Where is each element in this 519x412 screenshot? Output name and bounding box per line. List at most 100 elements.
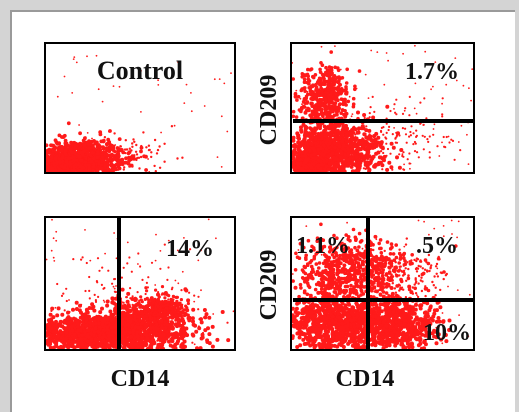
event-dot [66, 325, 71, 330]
event-dot [371, 115, 376, 120]
event-dot [441, 102, 443, 105]
event-dot [301, 103, 303, 106]
event-dot [393, 108, 395, 110]
event-dot [330, 144, 333, 147]
event-dot [332, 155, 336, 160]
event-dot [61, 345, 66, 350]
event-dot [373, 146, 376, 149]
event-dot [60, 155, 65, 160]
event-dot [415, 134, 418, 137]
event-dot [226, 338, 231, 343]
event-dot [157, 84, 160, 86]
event-dot [340, 164, 345, 169]
event-dot [116, 162, 121, 167]
event-dot [408, 95, 411, 98]
event-dot [344, 92, 349, 96]
event-dot [140, 70, 142, 72]
event-dot [324, 65, 328, 70]
event-dot [145, 146, 148, 149]
event-dot [170, 125, 174, 128]
event-dot [141, 316, 146, 321]
event-dot [179, 344, 184, 349]
event-dot [401, 153, 404, 156]
event-dot [177, 61, 180, 64]
event-dot [389, 109, 392, 113]
event-dot [365, 162, 368, 165]
event-dot [63, 75, 66, 78]
event-dot [395, 134, 399, 137]
event-dot [119, 149, 123, 153]
event-dot [369, 156, 372, 159]
event-dot [131, 145, 134, 148]
event-dot [187, 318, 192, 323]
event-dot [56, 95, 59, 98]
event-dot [363, 116, 366, 120]
event-dot [135, 157, 138, 161]
event-dot [382, 145, 385, 148]
event-dot [95, 156, 99, 160]
event-dot [441, 113, 444, 116]
event-dot [344, 87, 348, 91]
event-dot [432, 128, 435, 130]
event-dot [354, 139, 357, 143]
event-dot [307, 148, 312, 153]
event-dot [102, 317, 107, 322]
event-dot [114, 144, 117, 146]
event-dot [376, 135, 381, 140]
event-dot [108, 147, 111, 150]
event-dot [364, 133, 367, 136]
event-dot [57, 167, 62, 172]
event-dot [312, 129, 317, 134]
event-dot [207, 332, 212, 337]
event-dot [157, 79, 160, 82]
event-dot [122, 312, 127, 317]
event-dot [213, 78, 216, 81]
event-dot [47, 332, 52, 337]
event-dot [109, 157, 113, 161]
event-dot [403, 163, 405, 166]
event-dot [302, 133, 307, 138]
event-dot [194, 329, 199, 334]
event-dot [404, 127, 407, 130]
event-dot [403, 109, 406, 112]
event-dot [105, 157, 108, 161]
event-dot [86, 55, 88, 58]
event-dot [391, 145, 396, 150]
event-dot [415, 129, 418, 132]
event-dot [156, 148, 160, 152]
event-dot [355, 160, 358, 163]
event-dot [123, 148, 127, 151]
event-dot [100, 162, 104, 167]
event-dot [354, 133, 357, 136]
event-dot [83, 163, 88, 168]
event-dot [359, 152, 362, 155]
event-dot [92, 330, 97, 334]
event-dot [300, 87, 304, 91]
event-dot [116, 146, 121, 151]
event-dot [313, 136, 318, 141]
event-dot [365, 156, 370, 160]
event-dot [321, 75, 326, 80]
event-dot [127, 305, 132, 309]
event-dot [422, 124, 425, 126]
event-dot [408, 152, 411, 155]
event-dot [113, 151, 117, 154]
event-dot [385, 154, 388, 157]
event-dot [338, 102, 342, 106]
event-dot [147, 144, 151, 147]
event-dot [181, 330, 186, 335]
event-dot [54, 342, 59, 347]
event-dot [343, 145, 346, 148]
event-dot [83, 168, 88, 173]
event-dot [378, 160, 383, 165]
event-dot [445, 135, 448, 139]
event-dot [150, 155, 153, 159]
event-dot [339, 68, 342, 71]
event-dot [330, 90, 333, 93]
event-dot [125, 299, 130, 304]
event-dot [218, 78, 221, 80]
event-dot [303, 89, 307, 93]
event-dot [87, 169, 90, 173]
event-dot [470, 99, 472, 102]
event-dot [59, 319, 64, 324]
